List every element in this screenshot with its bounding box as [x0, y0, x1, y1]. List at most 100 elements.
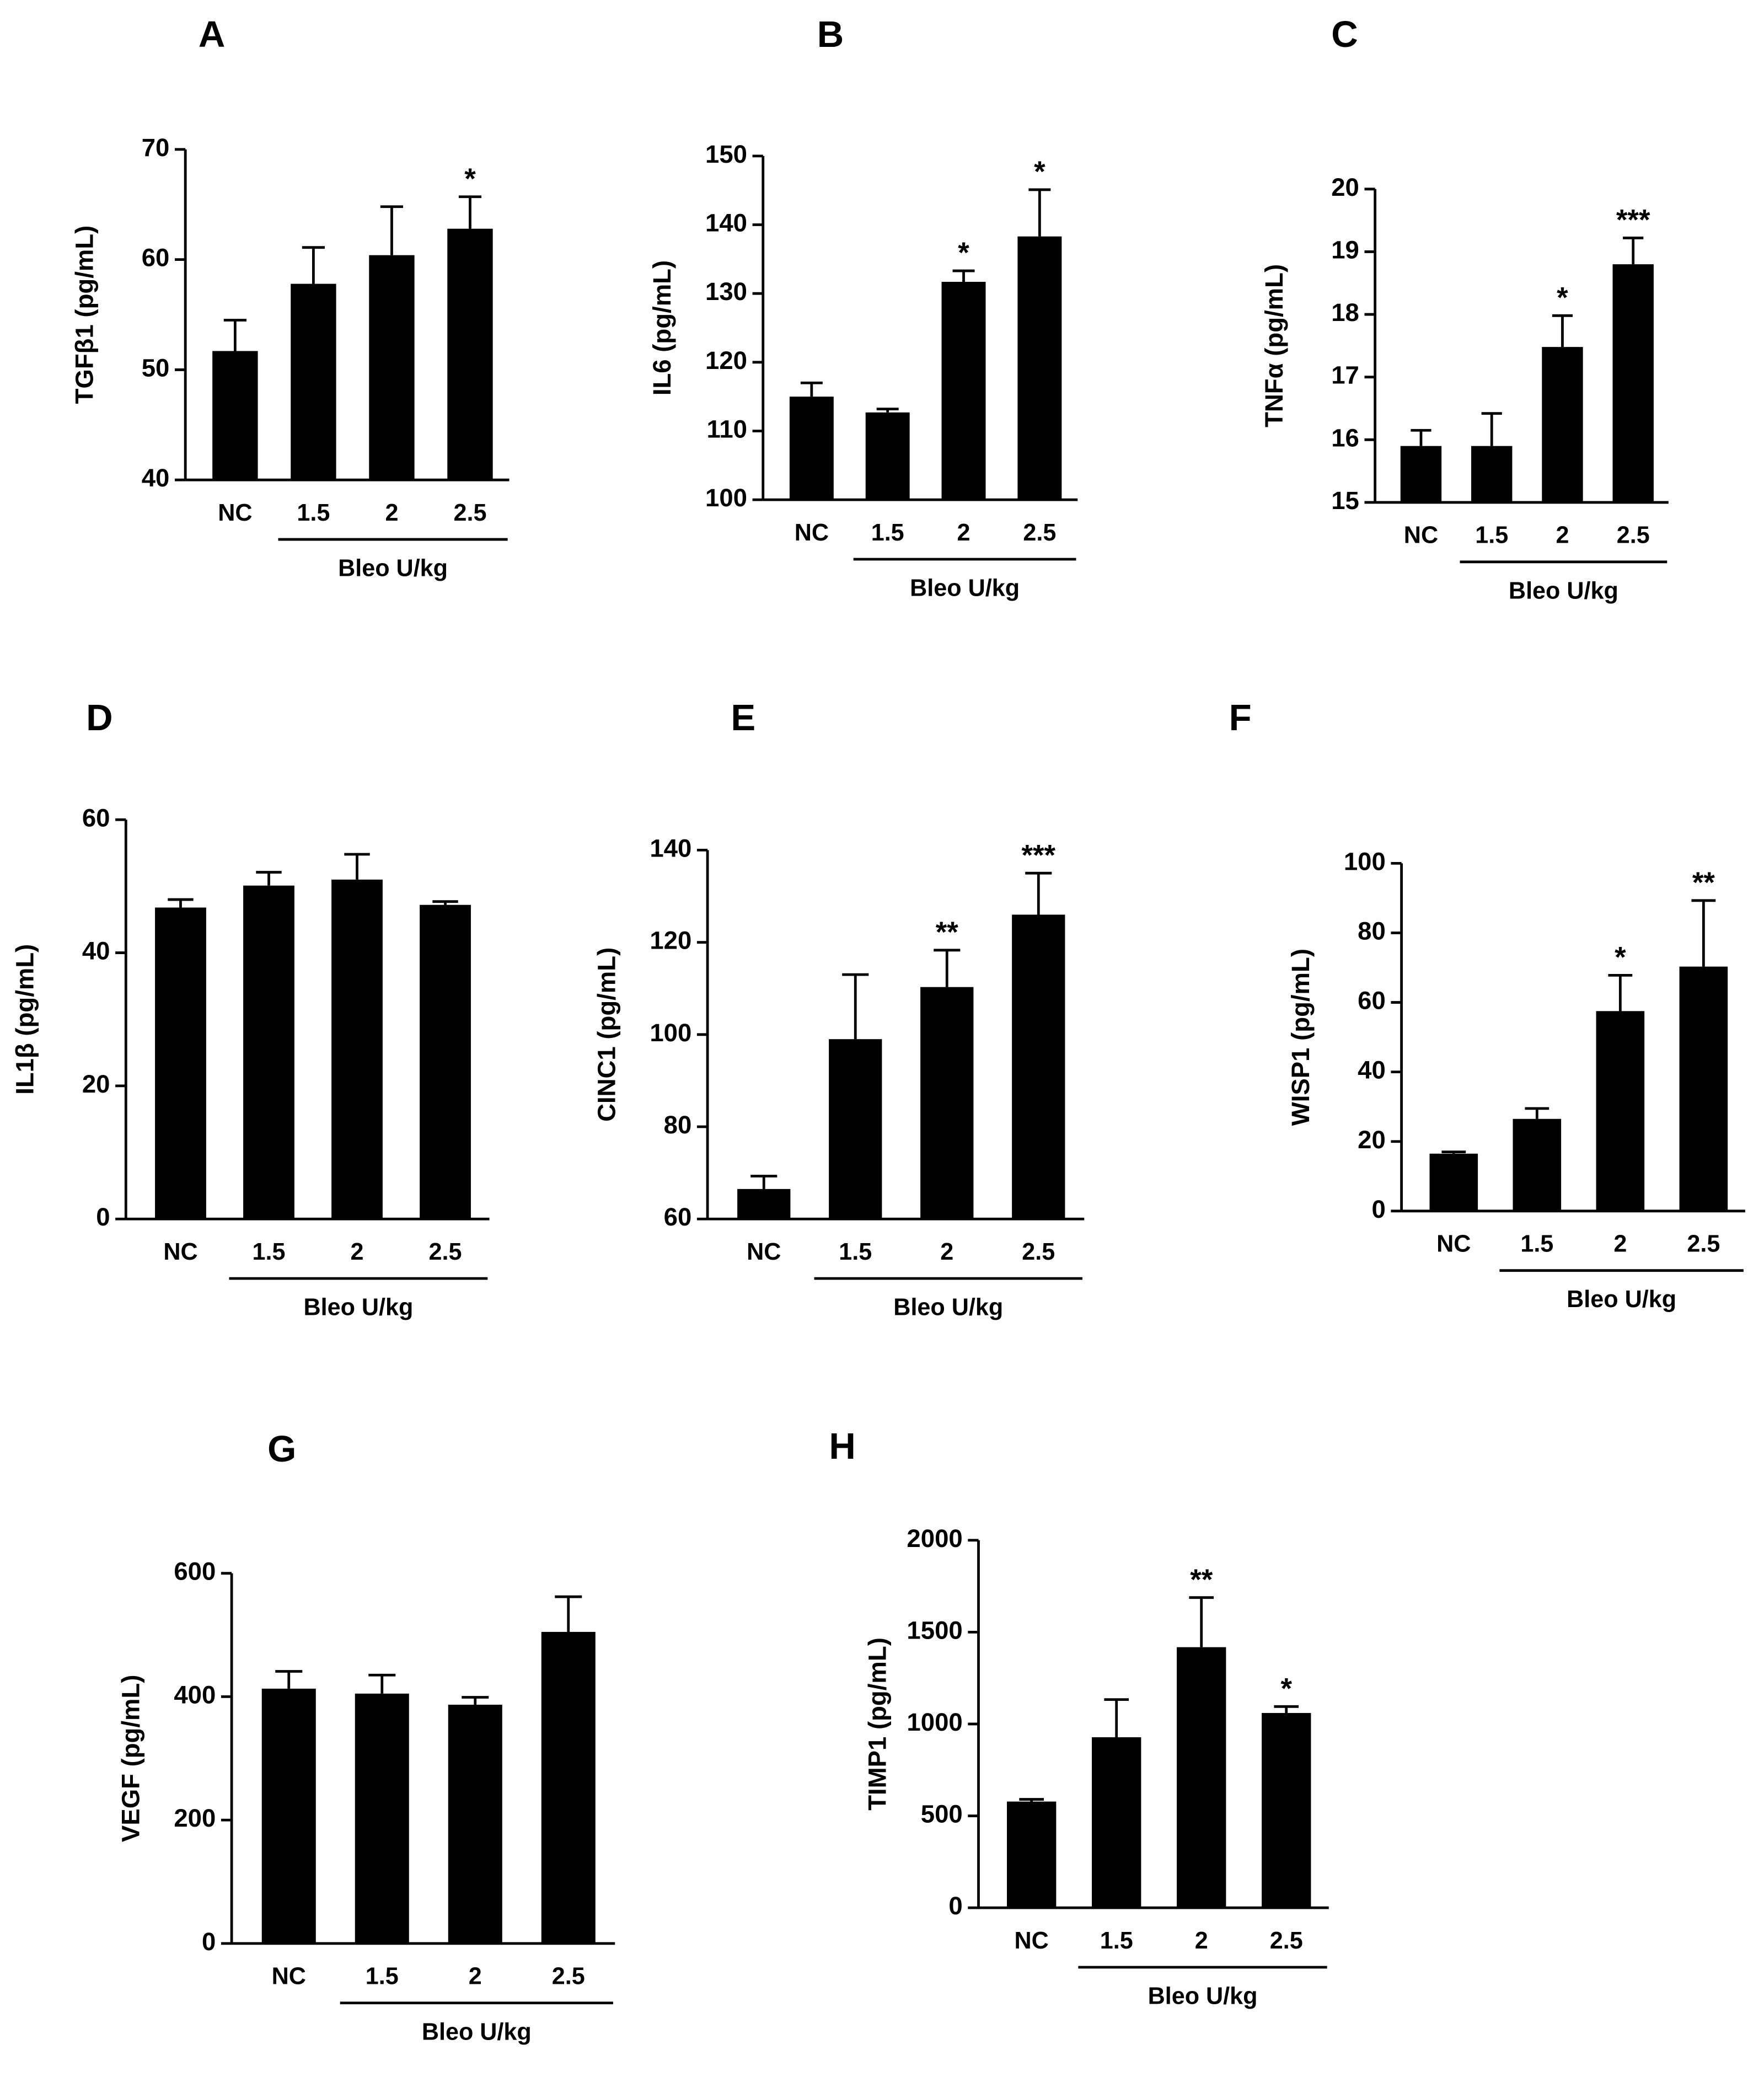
panel-letter: C — [1331, 14, 1358, 55]
x-tick-label: 1.5 — [1100, 1928, 1133, 1954]
x-tick-label: 1.5 — [1475, 522, 1508, 549]
error-bar — [458, 195, 482, 229]
significance: ** — [1692, 866, 1715, 899]
y-tick-label: 19 — [1331, 235, 1359, 264]
error-bar — [223, 319, 246, 351]
error-bar — [1274, 1705, 1299, 1713]
bar — [737, 1189, 791, 1219]
y-tick-label: 40 — [1358, 1056, 1386, 1084]
error-bar — [256, 871, 282, 886]
y-tick-label: 0 — [202, 1928, 216, 1956]
error-bar — [302, 246, 325, 284]
bar — [1542, 347, 1583, 502]
error-bar — [555, 1595, 582, 1632]
y-tick-label: 100 — [705, 484, 747, 512]
group-label: Bleo U/kg — [1509, 577, 1618, 604]
error-bar — [1104, 1698, 1129, 1737]
bar — [243, 885, 294, 1219]
bar — [1612, 264, 1654, 502]
y-axis-label: TGFβ1 (pg/mL) — [70, 226, 98, 404]
y-tick-label: 16 — [1331, 424, 1359, 452]
y-axis-label: TNFα (pg/mL) — [1260, 264, 1288, 427]
group-label: Bleo U/kg — [1567, 1286, 1676, 1313]
y-axis-label: CINC1 (pg/mL) — [592, 948, 620, 1122]
bar — [447, 228, 493, 480]
x-tick-label: 2 — [385, 500, 398, 526]
y-tick-label: 17 — [1331, 361, 1359, 389]
y-tick-label: 60 — [82, 804, 110, 832]
bar — [369, 255, 415, 480]
x-tick-label: 1.5 — [366, 1963, 399, 1990]
y-tick-label: 20 — [1358, 1126, 1386, 1154]
bar — [212, 351, 258, 480]
x-tick-label: NC — [272, 1963, 306, 1990]
y-tick-label: 18 — [1331, 298, 1359, 326]
significance: *** — [1021, 839, 1055, 871]
y-axis-label: WISP1 (pg/mL) — [1286, 949, 1315, 1126]
significance: * — [1615, 941, 1626, 974]
bar — [1471, 446, 1513, 502]
bar — [1262, 1712, 1311, 1908]
panel-letter: E — [731, 697, 755, 738]
bar — [1007, 1801, 1057, 1908]
error-bar — [1525, 1107, 1549, 1119]
error-bar — [380, 205, 404, 255]
group-label: Bleo U/kg — [893, 1294, 1003, 1321]
bar — [1012, 914, 1065, 1219]
y-tick-label: 0 — [948, 1892, 962, 1920]
error-bar — [1552, 314, 1573, 347]
y-tick-label: 150 — [705, 140, 747, 168]
significance: * — [1034, 156, 1045, 188]
x-tick-label: 1.5 — [1520, 1231, 1553, 1257]
x-tick-label: 2 — [1613, 1231, 1627, 1257]
error-bar — [168, 898, 194, 908]
bar — [331, 879, 383, 1219]
x-tick-label: 2.5 — [429, 1239, 462, 1265]
y-tick-label: 110 — [707, 415, 747, 443]
group-label: Bleo U/kg — [1148, 1983, 1258, 2010]
panel-letter: F — [1229, 697, 1252, 738]
x-tick-label: 2 — [351, 1239, 364, 1265]
y-axis-label: VEGF (pg/mL) — [116, 1675, 144, 1843]
x-tick-label: 2 — [1556, 522, 1569, 549]
bar — [448, 1704, 502, 1944]
y-tick-label: 120 — [650, 927, 691, 955]
y-tick-label: 80 — [664, 1111, 692, 1139]
y-tick-label: 140 — [650, 834, 691, 862]
y-tick-label: 0 — [1372, 1195, 1386, 1223]
group-label: Bleo U/kg — [303, 1294, 413, 1321]
bar — [1017, 236, 1062, 500]
y-tick-label: 20 — [82, 1070, 110, 1098]
group-label: Bleo U/kg — [338, 555, 448, 582]
x-tick-label: 2.5 — [453, 500, 486, 526]
error-bar — [750, 1175, 778, 1189]
y-tick-label: 60 — [1358, 987, 1386, 1015]
error-bar — [1411, 429, 1431, 446]
bar — [155, 907, 206, 1219]
error-bar — [432, 900, 458, 905]
y-tick-label: 120 — [705, 346, 747, 374]
significance: *** — [1616, 204, 1650, 237]
x-tick-label: 2 — [940, 1239, 953, 1265]
bar — [865, 412, 910, 500]
panel-letter: A — [199, 14, 225, 55]
x-tick-label: NC — [1404, 522, 1438, 549]
y-tick-label: 140 — [705, 209, 747, 237]
x-tick-label: 2 — [957, 520, 971, 546]
bar — [420, 904, 471, 1219]
y-tick-label: 1000 — [907, 1708, 962, 1736]
y-tick-label: 100 — [1344, 847, 1386, 875]
bar — [1400, 446, 1442, 502]
bar — [920, 987, 974, 1219]
y-tick-label: 70 — [142, 133, 170, 162]
bar — [1513, 1118, 1562, 1211]
error-bar — [1691, 899, 1716, 967]
x-tick-label: 1.5 — [839, 1239, 872, 1265]
y-tick-label: 200 — [174, 1804, 216, 1832]
bar — [1679, 966, 1728, 1211]
bar — [941, 281, 986, 500]
x-tick-label: NC — [795, 520, 829, 546]
x-tick-label: 2.5 — [1617, 522, 1650, 549]
x-tick-label: 2 — [469, 1963, 482, 1990]
